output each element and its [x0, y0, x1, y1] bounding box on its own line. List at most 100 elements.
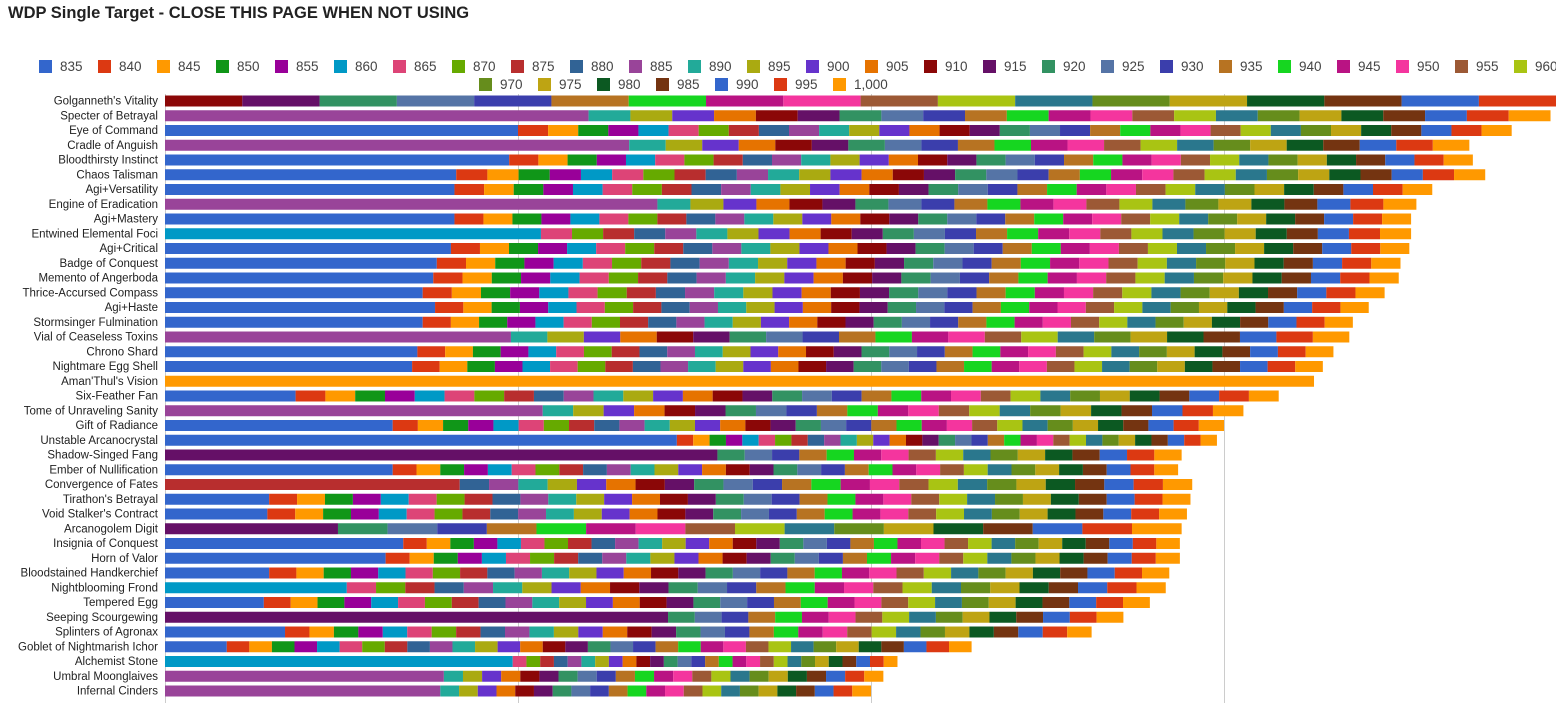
bar-segment[interactable] — [165, 169, 457, 181]
bar-segment[interactable] — [921, 420, 947, 431]
bar-segment[interactable] — [317, 641, 340, 653]
bar-segment[interactable] — [1180, 154, 1211, 166]
bar-segment[interactable] — [816, 257, 846, 269]
bar-segment[interactable] — [1092, 213, 1122, 225]
bar-segment[interactable] — [550, 361, 578, 372]
bar-segment[interactable] — [486, 523, 537, 535]
bar-segment[interactable] — [380, 493, 409, 505]
bar-segment[interactable] — [689, 302, 718, 313]
bar-segment[interactable] — [987, 464, 1012, 476]
bar-segment[interactable] — [745, 641, 769, 653]
bar-segment[interactable] — [591, 316, 620, 328]
bar-segment[interactable] — [702, 685, 722, 697]
bar-segment[interactable] — [944, 538, 969, 549]
bar-segment[interactable] — [824, 434, 841, 446]
bar-row[interactable] — [165, 611, 1124, 623]
bar-segment[interactable] — [768, 508, 797, 520]
bar-segment[interactable] — [1140, 139, 1178, 151]
bar-segment[interactable] — [1147, 243, 1177, 254]
bar-segment[interactable] — [855, 611, 883, 623]
bar-segment[interactable] — [567, 243, 597, 254]
bar-segment[interactable] — [444, 390, 475, 402]
bar-segment[interactable] — [1361, 125, 1392, 136]
bar-segment[interactable] — [784, 272, 814, 284]
legend-item[interactable]: 995 — [774, 77, 818, 92]
bar-segment[interactable] — [723, 641, 746, 653]
bar-segment[interactable] — [1173, 169, 1205, 181]
bar-segment[interactable] — [958, 184, 988, 195]
bar-segment[interactable] — [588, 110, 631, 122]
bar-segment[interactable] — [497, 641, 521, 653]
bar-segment[interactable] — [1239, 154, 1269, 166]
bar-segment[interactable] — [405, 567, 433, 579]
bar-segment[interactable] — [1072, 449, 1100, 461]
bar-segment[interactable] — [1380, 228, 1412, 240]
bar-segment[interactable] — [909, 125, 940, 136]
bar-segment[interactable] — [565, 641, 588, 653]
bar-segment[interactable] — [481, 552, 506, 564]
bar-segment[interactable] — [715, 493, 744, 505]
bar-segment[interactable] — [969, 125, 1000, 136]
bar-segment[interactable] — [848, 139, 885, 151]
bar-segment[interactable] — [513, 184, 544, 195]
bar-segment[interactable] — [1111, 169, 1143, 181]
bar-segment[interactable] — [664, 405, 696, 417]
bar-segment[interactable] — [165, 272, 434, 284]
bar-segment[interactable] — [653, 390, 683, 402]
bar-segment[interactable] — [1313, 184, 1344, 195]
bar-segment[interactable] — [285, 626, 310, 638]
bar-segment[interactable] — [1248, 390, 1279, 402]
bar-segment[interactable] — [692, 670, 712, 682]
bar-segment[interactable] — [922, 434, 939, 446]
bar-segment[interactable] — [1035, 464, 1060, 476]
bar-segment[interactable] — [1209, 287, 1239, 299]
bar-segment[interactable] — [1127, 449, 1155, 461]
bar-segment[interactable] — [908, 508, 937, 520]
bar-segment[interactable] — [746, 656, 761, 667]
bar-segment[interactable] — [500, 346, 529, 358]
bar-segment[interactable] — [760, 656, 774, 667]
bar-segment[interactable] — [1266, 213, 1296, 225]
bar-row[interactable] — [165, 626, 1092, 638]
bar-segment[interactable] — [896, 420, 922, 431]
bar-segment[interactable] — [828, 243, 858, 254]
bar-segment[interactable] — [819, 125, 850, 136]
bar-segment[interactable] — [1189, 390, 1220, 402]
bar-segment[interactable] — [1107, 552, 1132, 564]
bar-segment[interactable] — [839, 331, 876, 343]
bar-segment[interactable] — [520, 538, 545, 549]
bar-segment[interactable] — [573, 508, 602, 520]
bar-segment[interactable] — [797, 464, 822, 476]
bar-segment[interactable] — [1092, 95, 1170, 107]
bar-segment[interactable] — [935, 611, 963, 623]
bar-segment[interactable] — [473, 538, 498, 549]
bar-segment[interactable] — [859, 287, 890, 299]
bar-segment[interactable] — [1200, 434, 1217, 446]
bar-segment[interactable] — [668, 582, 698, 594]
bar-segment[interactable] — [1136, 582, 1166, 594]
bar-segment[interactable] — [664, 479, 695, 490]
bar-segment[interactable] — [888, 198, 922, 210]
bar-segment[interactable] — [758, 228, 790, 240]
bar-segment[interactable] — [782, 479, 812, 490]
bar-segment[interactable] — [472, 346, 501, 358]
bar-segment[interactable] — [868, 464, 893, 476]
bar-segment[interactable] — [573, 405, 604, 417]
bar-segment[interactable] — [580, 582, 611, 594]
bar-segment[interactable] — [628, 95, 707, 107]
bar-segment[interactable] — [768, 670, 788, 682]
bar-segment[interactable] — [1139, 346, 1167, 358]
bar-segment[interactable] — [693, 331, 730, 343]
bar-segment[interactable] — [1123, 597, 1150, 608]
bar-segment[interactable] — [1210, 125, 1241, 136]
bar-segment[interactable] — [686, 213, 716, 225]
bar-segment[interactable] — [1355, 287, 1385, 299]
bar-segment[interactable] — [845, 257, 875, 269]
bar-segment[interactable] — [165, 493, 270, 505]
bar-segment[interactable] — [694, 611, 722, 623]
bar-row[interactable] — [165, 434, 1217, 446]
bar-segment[interactable] — [384, 641, 408, 653]
bar-segment[interactable] — [889, 434, 906, 446]
bar-segment[interactable] — [715, 361, 744, 372]
bar-segment[interactable] — [1451, 125, 1482, 136]
